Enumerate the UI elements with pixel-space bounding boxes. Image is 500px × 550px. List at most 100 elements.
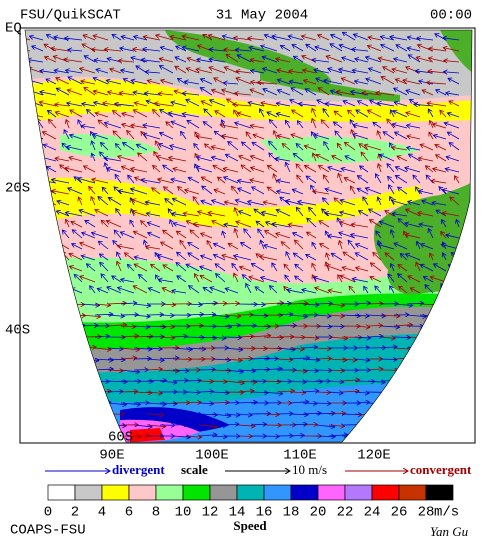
wind-arrow [360,166,369,173]
wind-arrow [285,275,291,283]
wind-arrow [435,145,447,151]
wind-arrow [433,264,447,272]
wind-arrow [367,303,383,304]
colorbar-tick: 12 [202,505,219,521]
wind-arrow [242,142,252,151]
wind-arrow [403,80,421,85]
wind-arrow [89,186,96,195]
wind-arrow [120,232,135,239]
wind-arrow [213,243,226,250]
wind-arrow [55,158,70,162]
wind-arrow [182,36,200,41]
wind-arrow [218,177,226,184]
wind-arrow [293,56,304,63]
wind-arrow [214,189,226,195]
wind-arrow [315,403,331,404]
wind-arrow [215,111,226,118]
wind-arrow [182,47,200,52]
wind-arrow [319,221,330,228]
wind-arrow [208,213,226,217]
map-outline [24,29,473,443]
wind-arrow [443,72,460,73]
wind-arrow [261,103,278,107]
wind-arrow [146,359,164,360]
wind-arrow [250,424,267,425]
wind-arrow [272,224,291,228]
wind-arrow [433,169,447,173]
wind-arrow [261,277,278,283]
wind-arrow [246,283,252,294]
wind-arrow [367,381,385,382]
colorbar-cell [209,484,238,501]
wind-arrow [306,255,317,261]
wind-arrow [224,414,240,415]
wind-arrow [146,380,166,381]
wind-arrow [375,286,382,294]
wind-arrow [222,255,239,261]
wind-arrow [389,185,395,195]
wind-arrow [351,224,369,228]
wind-arrow [323,198,330,206]
wind-arrow [277,191,291,195]
wind-arrow [342,32,356,41]
wind-arrow [354,303,370,304]
wind-arrow [285,162,291,173]
wind-arrow [120,348,140,350]
wind-arrow [352,279,369,283]
wind-arrow [394,88,408,96]
wind-arrow [68,50,83,51]
wind-arrow [408,276,421,283]
wind-arrow [136,144,148,151]
wind-arrow [341,168,356,173]
wind-arrow [114,230,122,239]
wind-arrow [286,252,291,261]
wind-arrow [353,134,369,140]
wind-arrow [248,201,265,206]
wind-arrow [289,414,308,415]
wind-arrow [107,287,122,294]
wind-arrow [195,274,200,283]
colorbar-cell [128,484,157,501]
wind-arrow [185,414,202,415]
wind-arrow [163,265,174,272]
wind-arrow [257,82,278,84]
wind-arrow [318,88,330,96]
wind-arrow [250,304,265,305]
wind-arrow [255,287,265,294]
wind-arrow [307,232,317,239]
wind-arrow [393,111,408,118]
wind-arrow [225,154,239,162]
wind-arrow [117,261,122,272]
wind-arrow [104,123,122,129]
colorbar-tick: 24 [364,505,381,521]
wind-arrow [106,80,122,85]
wind-arrow [85,220,96,228]
wind-arrow [145,72,161,73]
wind-arrow [94,369,113,370]
wind-arrow [177,252,187,261]
wind-arrow [200,79,213,85]
wind-arrow [328,413,346,414]
wind-arrow [304,165,317,173]
wind-arrow [193,197,200,206]
wind-arrow [363,197,369,206]
wind-arrow [185,436,202,437]
wind-arrow [314,70,330,74]
wind-arrow [185,380,201,381]
wind-arrow [353,34,369,41]
wind-arrow [309,207,317,217]
wind-arrow [250,358,270,359]
wind-arrow [87,109,96,118]
wind-arrow [201,256,213,261]
wind-arrow [355,59,369,63]
wind-arrow [210,100,226,107]
wind-arrow [158,255,174,261]
colorbar-cell [371,484,400,501]
wind-arrow [200,267,213,272]
colorbar-cell [182,484,211,501]
wind-arrow [357,188,369,195]
wind-arrow [431,181,447,183]
wind-arrow [79,210,96,217]
wind-arrow [315,303,332,304]
wind-arrow [239,267,252,272]
